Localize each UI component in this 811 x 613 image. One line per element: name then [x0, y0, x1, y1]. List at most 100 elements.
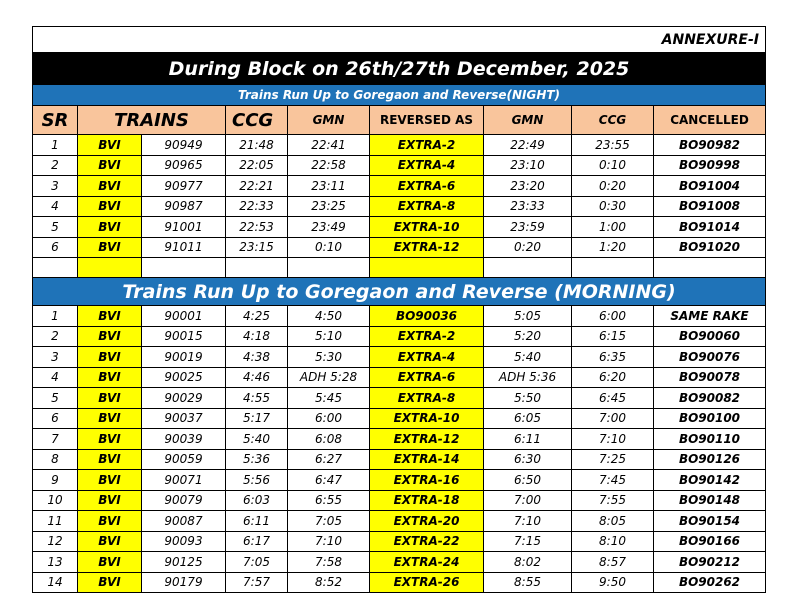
annexure-label: ANNEXURE-I [32, 26, 766, 53]
sr-cell: 11 [32, 510, 78, 532]
cancelled-train-cell: BO90126 [653, 448, 766, 470]
table-row: 4 BVI 90987 22:33 23:25 EXTRA-8 23:33 0:30 BO910… [32, 195, 766, 217]
cancelled-train-cell: BO91004 [653, 175, 766, 197]
from-station-cell: BVI [77, 305, 142, 327]
ccg-return-time-cell: 0:30 [571, 195, 654, 217]
header-gmn: GMN [287, 105, 370, 135]
cancelled-train-cell: SAME RAKE [653, 305, 766, 327]
ccg-return-time-cell: 6:15 [571, 325, 654, 347]
gmn-time-cell: 6:08 [287, 428, 370, 450]
gmn-time-cell: 23:11 [287, 175, 370, 197]
ccg-return-time-cell: 6:45 [571, 387, 654, 409]
morning-section-title: Trains Run Up to Goregaon and Reverse (M… [32, 277, 766, 306]
ccg-return-time-cell: 23:55 [571, 134, 654, 156]
ccg-return-time-cell: 0:20 [571, 175, 654, 197]
from-station-cell: BVI [77, 236, 142, 258]
ccg-return-time-cell: 1:20 [571, 236, 654, 258]
gmn-return-time-cell: 8:02 [483, 551, 572, 573]
train-number-cell: 90965 [141, 154, 226, 176]
night-section-title: Trains Run Up to Goregaon and Reverse(NI… [32, 84, 766, 106]
ccg-time-cell: 6:17 [225, 530, 288, 552]
ccg-time-cell: 4:25 [225, 305, 288, 327]
ccg-return-time-cell: 8:57 [571, 551, 654, 573]
train-number-cell: 90059 [141, 448, 226, 470]
gmn-return-time-cell: 6:50 [483, 469, 572, 491]
gmn-return-time-cell: 7:15 [483, 530, 572, 552]
from-station-cell: BVI [77, 195, 142, 217]
gmn-return-time-cell: 23:10 [483, 154, 572, 176]
from-station-cell: BVI [77, 346, 142, 368]
ccg-return-time-cell: 0:10 [571, 154, 654, 176]
night-section-row: Trains Run Up to Goregaon and Reverse(NI… [32, 84, 766, 106]
page-title: During Block on 26th/27th December, 2025 [32, 52, 766, 85]
from-station-cell: BVI [77, 175, 142, 197]
reversed-as-cell: EXTRA-18 [369, 489, 484, 511]
train-number-cell: 90019 [141, 346, 226, 368]
annexure-row: ANNEXURE-I [32, 26, 766, 53]
from-station-cell: BVI [77, 387, 142, 409]
header-ccg-return: CCG [571, 105, 654, 135]
gmn-return-time-cell: 23:59 [483, 216, 572, 238]
ccg-time-cell: 6:03 [225, 489, 288, 511]
reversed-as-cell: EXTRA-6 [369, 366, 484, 388]
spacer-cell [287, 257, 370, 278]
sr-cell: 5 [32, 216, 78, 238]
train-number-cell: 90001 [141, 305, 226, 327]
sr-cell: 8 [32, 448, 78, 470]
train-number-cell: 90125 [141, 551, 226, 573]
table-row: 9 BVI 90071 5:56 6:47 EXTRA-16 6:50 7:45 BO90142 [32, 469, 766, 491]
sr-cell: 12 [32, 530, 78, 552]
sr-cell: 13 [32, 551, 78, 573]
spacer-cell [571, 257, 654, 278]
gmn-return-time-cell: 0:20 [483, 236, 572, 258]
gmn-time-cell: 22:41 [287, 134, 370, 156]
gmn-return-time-cell: 7:00 [483, 489, 572, 511]
ccg-time-cell: 5:17 [225, 407, 288, 429]
table-row: 5 BVI 90029 4:55 5:45 EXTRA-8 5:50 6:45 BO90082 [32, 387, 766, 409]
table-row: 14 BVI 90179 7:57 8:52 EXTRA-26 8:55 9:50 BO9026… [32, 571, 766, 593]
train-number-cell: 90037 [141, 407, 226, 429]
from-station-cell: BVI [77, 551, 142, 573]
ccg-return-time-cell: 6:20 [571, 366, 654, 388]
reversed-as-cell: EXTRA-2 [369, 134, 484, 156]
header-reversed-as: REVERSED AS [369, 105, 484, 135]
ccg-time-cell: 23:15 [225, 236, 288, 258]
from-station-cell: BVI [77, 530, 142, 552]
cancelled-train-cell: BO90100 [653, 407, 766, 429]
ccg-return-time-cell: 7:55 [571, 489, 654, 511]
table-row: 6 BVI 90037 5:17 6:00 EXTRA-10 6:05 7:00 BO90100 [32, 407, 766, 429]
title-row: During Block on 26th/27th December, 2025 [32, 52, 766, 85]
ccg-time-cell: 7:57 [225, 571, 288, 593]
cancelled-train-cell: BO90142 [653, 469, 766, 491]
train-number-cell: 90949 [141, 134, 226, 156]
spacer-cell [225, 257, 288, 278]
gmn-time-cell: 0:10 [287, 236, 370, 258]
spacer-cell [141, 257, 226, 278]
gmn-time-cell: 23:25 [287, 195, 370, 217]
sr-cell: 3 [32, 175, 78, 197]
reversed-as-cell: EXTRA-6 [369, 175, 484, 197]
gmn-time-cell: 7:05 [287, 510, 370, 532]
from-station-cell: BVI [77, 571, 142, 593]
sr-cell: 9 [32, 469, 78, 491]
table-row: 3 BVI 90977 22:21 23:11 EXTRA-6 23:20 0:20 BO910… [32, 175, 766, 197]
ccg-time-cell: 4:55 [225, 387, 288, 409]
gmn-return-time-cell: ADH 5:36 [483, 366, 572, 388]
cancelled-train-cell: BO90998 [653, 154, 766, 176]
ccg-time-cell: 22:33 [225, 195, 288, 217]
sr-cell: 7 [32, 428, 78, 450]
reversed-as-cell: EXTRA-14 [369, 448, 484, 470]
cancelled-train-cell: BO91008 [653, 195, 766, 217]
reversed-as-cell: EXTRA-12 [369, 236, 484, 258]
reversed-as-cell: EXTRA-24 [369, 551, 484, 573]
cancelled-train-cell: BO91020 [653, 236, 766, 258]
from-station-cell: BVI [77, 448, 142, 470]
ccg-time-cell: 21:48 [225, 134, 288, 156]
ccg-return-time-cell: 7:00 [571, 407, 654, 429]
gmn-time-cell: 5:30 [287, 346, 370, 368]
from-station-cell: BVI [77, 428, 142, 450]
spacer-cell [77, 257, 142, 278]
ccg-time-cell: 4:38 [225, 346, 288, 368]
from-station-cell: BVI [77, 154, 142, 176]
sr-cell: 2 [32, 325, 78, 347]
